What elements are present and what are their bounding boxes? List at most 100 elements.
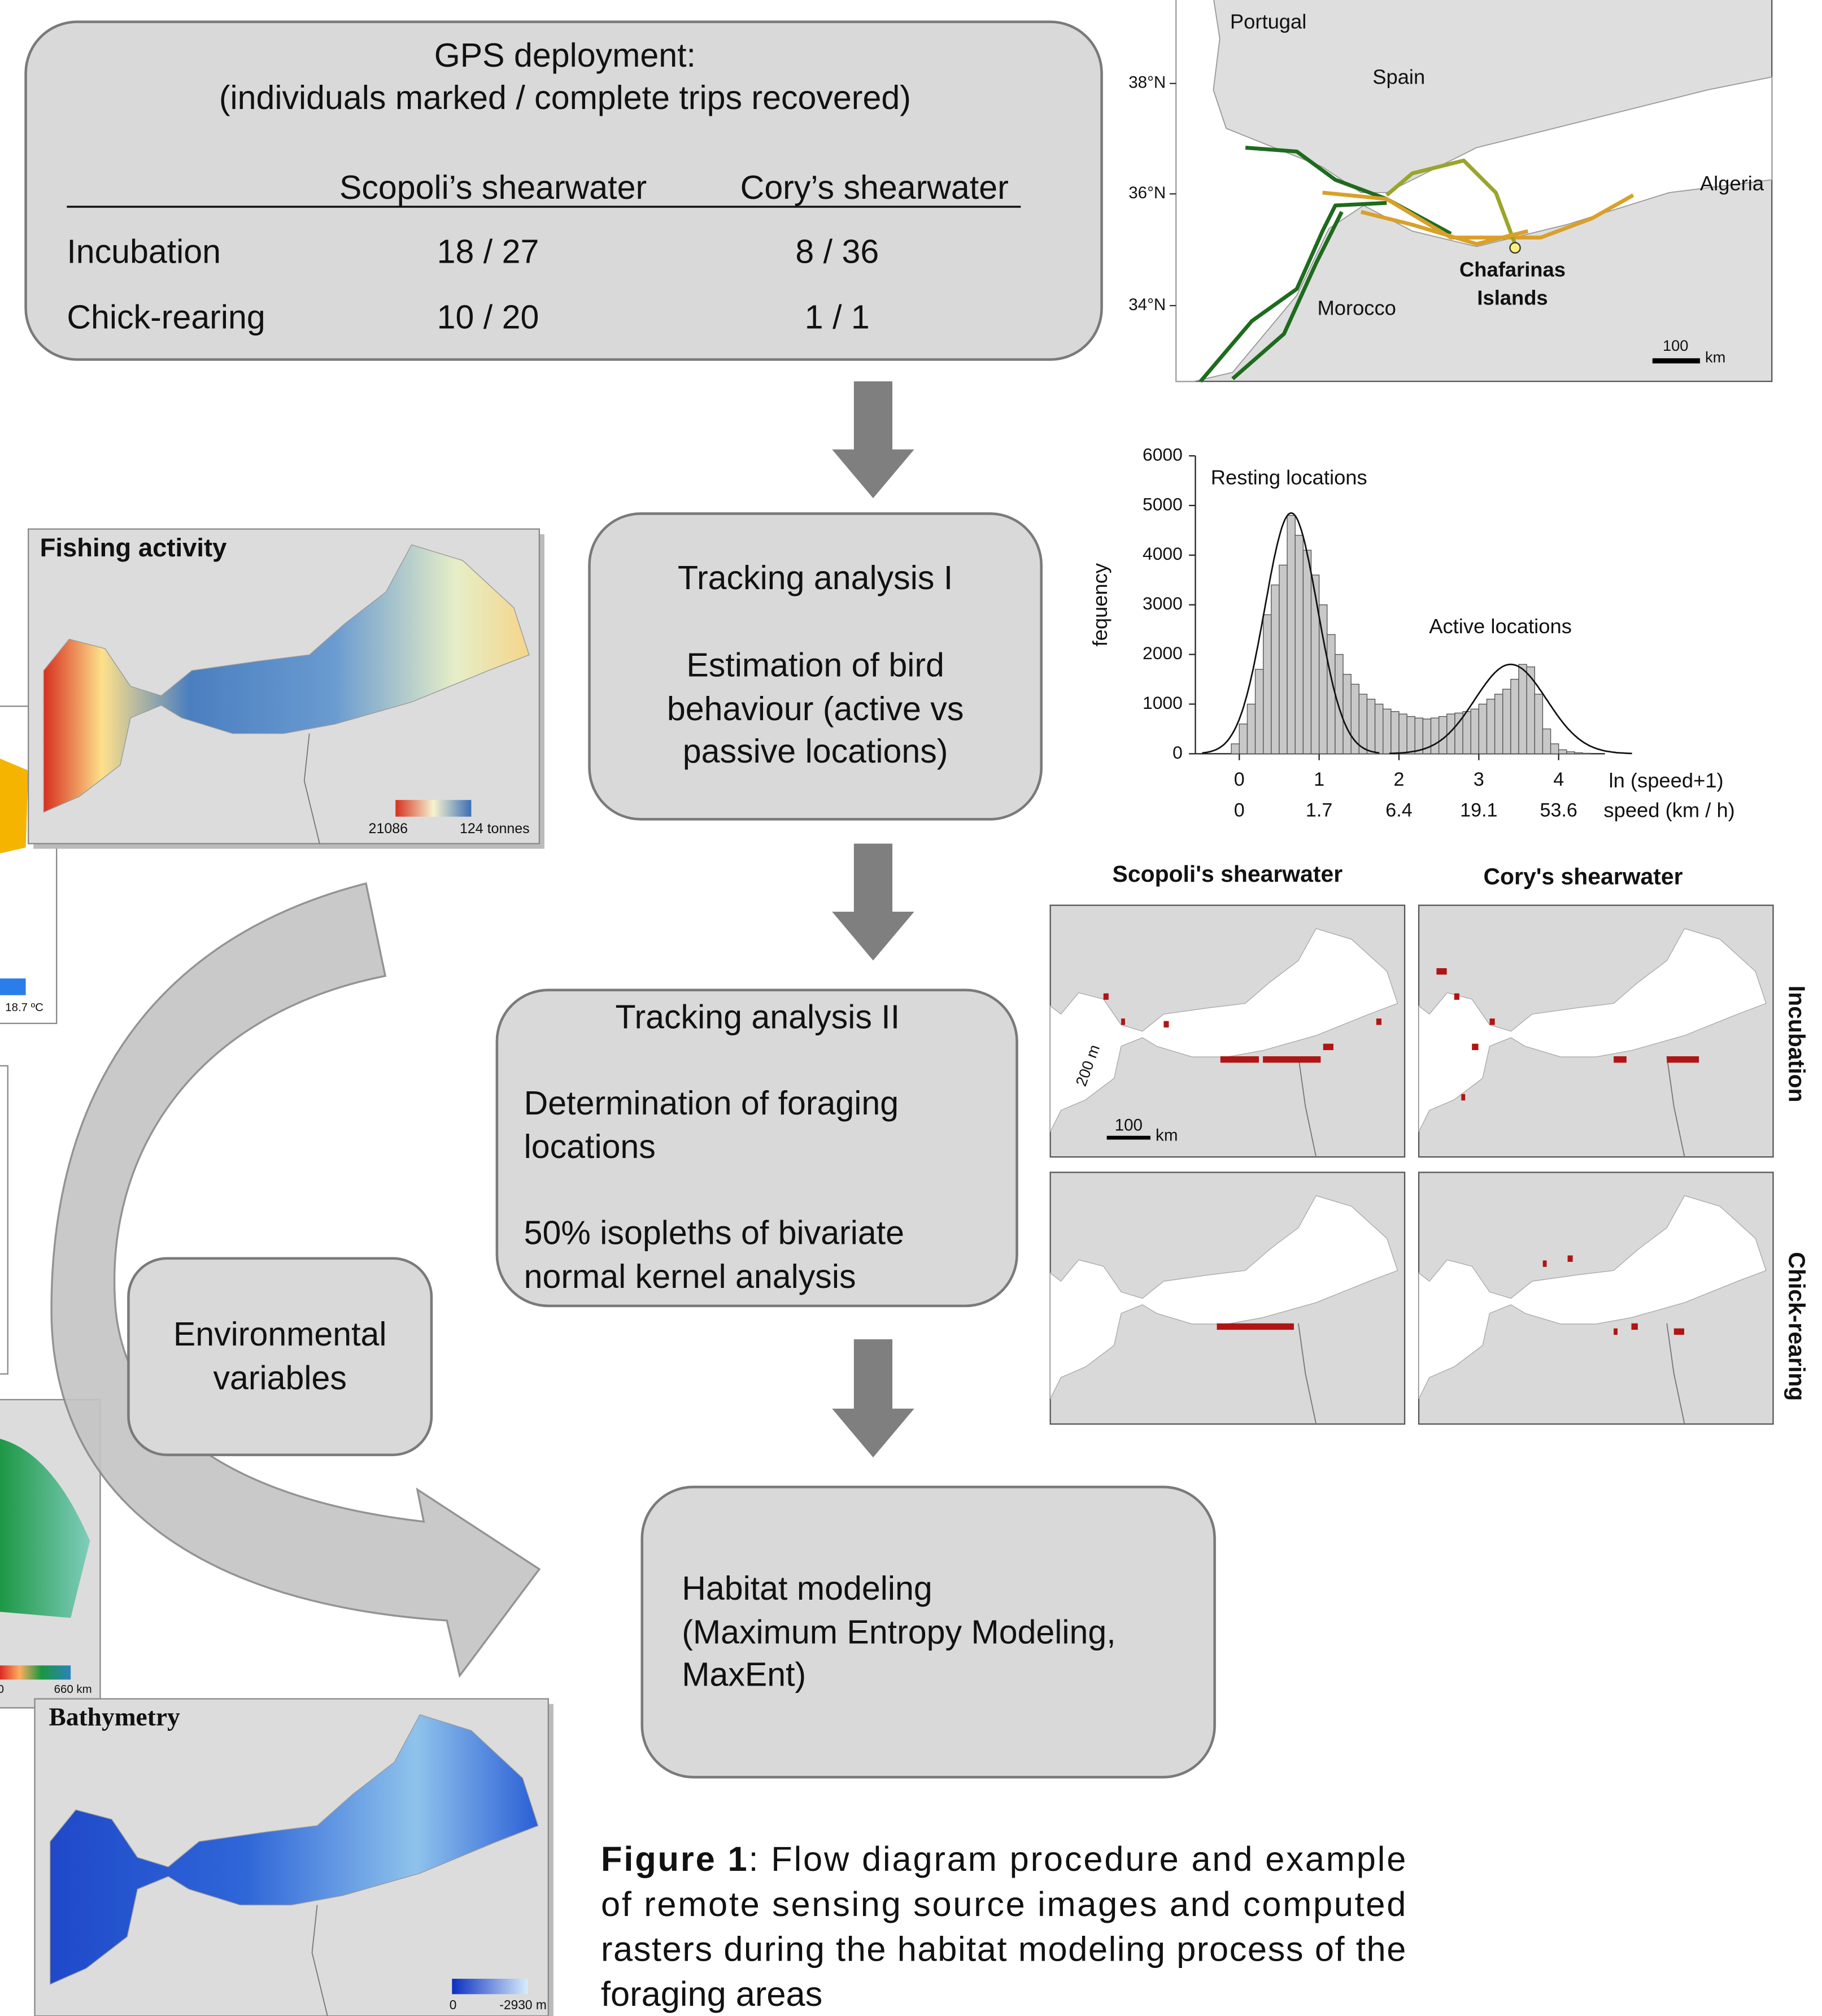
y-tick-label: 4000 bbox=[1143, 543, 1183, 564]
annotation: Active locations bbox=[1429, 615, 1572, 638]
place-label: Spain bbox=[1372, 65, 1425, 88]
histogram-bar bbox=[1279, 564, 1288, 755]
y-tick-label: 1000 bbox=[1143, 693, 1183, 713]
box-text: variables bbox=[213, 1358, 346, 1396]
table-cell: 18 / 27 bbox=[437, 233, 539, 271]
scale-label: 100 bbox=[1663, 337, 1688, 354]
histogram-bar bbox=[1310, 574, 1320, 755]
partial-map bbox=[0, 1065, 8, 1375]
sea bbox=[1049, 1195, 1398, 1399]
sea bbox=[43, 544, 530, 813]
box-text: Estimation of bird bbox=[686, 646, 944, 684]
histogram-bar bbox=[1391, 711, 1400, 755]
axis-label: speed (km / h) bbox=[1603, 798, 1734, 821]
environmental-box bbox=[127, 1257, 433, 1456]
histogram-bar bbox=[1558, 749, 1567, 755]
y-tick-label: 0 bbox=[1172, 742, 1183, 763]
histogram-bar bbox=[1574, 752, 1583, 755]
histogram-bar bbox=[1542, 728, 1551, 755]
foraging-area bbox=[1542, 1260, 1547, 1267]
column-header: Cory's shearwater bbox=[1484, 864, 1683, 890]
foraging-area bbox=[1323, 1043, 1333, 1051]
caption: rasters during the habitat modeling proc… bbox=[601, 1930, 1406, 1969]
histogram-bar bbox=[1254, 669, 1264, 755]
legend-label: 0 bbox=[0, 1683, 4, 1696]
flow-arrow bbox=[832, 843, 914, 961]
place-label: Islands bbox=[1477, 286, 1548, 309]
x-tick-label: 0 bbox=[1234, 769, 1245, 790]
y-tick-label: 3000 bbox=[1143, 593, 1183, 613]
foraging-area bbox=[1673, 1328, 1684, 1335]
scale-label: km bbox=[1705, 348, 1725, 365]
histogram-bar bbox=[1335, 654, 1344, 755]
box-text: Determination of foraging bbox=[524, 1084, 899, 1122]
speed-label: 1.7 bbox=[1306, 800, 1332, 821]
annotation: Resting locations bbox=[1211, 466, 1367, 489]
histogram-bar bbox=[1470, 708, 1480, 755]
legend-label: 21086 bbox=[369, 821, 408, 837]
histogram-bar bbox=[1398, 713, 1407, 755]
box-text: Environmental bbox=[173, 1315, 387, 1353]
histogram-bar bbox=[1294, 534, 1304, 755]
column-header: Cory’s shearwater bbox=[740, 168, 1009, 206]
place-label: Portugal bbox=[1230, 10, 1306, 33]
histogram-bar bbox=[1246, 703, 1256, 755]
place-label: Morocco bbox=[1317, 296, 1396, 319]
speed-label: 6.4 bbox=[1385, 800, 1412, 821]
box-text: passive locations) bbox=[683, 732, 948, 770]
legend-label: 0 bbox=[450, 1997, 457, 2012]
y-tick-label: 5000 bbox=[1143, 494, 1183, 514]
histogram-bar bbox=[1518, 664, 1527, 755]
box-text: Habitat modeling bbox=[682, 1569, 932, 1607]
border bbox=[1666, 1323, 1685, 1425]
track bbox=[1199, 201, 1387, 383]
foraging-area bbox=[1163, 1021, 1169, 1027]
foraging-area bbox=[1631, 1323, 1638, 1330]
foraging-area bbox=[1103, 993, 1109, 1000]
box-text: 50% isopleths of bivariate bbox=[524, 1213, 904, 1251]
lat-label: 36°N bbox=[1128, 184, 1166, 202]
track bbox=[1360, 210, 1529, 246]
histogram-bar bbox=[1462, 711, 1471, 755]
x-tick-label: 3 bbox=[1474, 769, 1484, 790]
speed-label: 19.1 bbox=[1460, 800, 1497, 821]
x-tick-label: 2 bbox=[1394, 769, 1405, 790]
sea bbox=[50, 1714, 539, 1985]
axis-label: ln (speed+1) bbox=[1609, 769, 1724, 792]
histogram-bar bbox=[1494, 694, 1503, 755]
distance-legend bbox=[0, 1665, 71, 1680]
track bbox=[1385, 158, 1517, 245]
histogram-bar bbox=[1239, 723, 1248, 755]
column-header: Scopoli’s shearwater bbox=[339, 168, 647, 206]
box-text: Tracking analysis II bbox=[616, 998, 900, 1036]
border bbox=[1297, 1056, 1317, 1157]
speed-label: 53.6 bbox=[1540, 800, 1577, 821]
row-header: Chick-rearing bbox=[1784, 1252, 1810, 1401]
place-label: Algeria bbox=[1700, 172, 1764, 195]
sea bbox=[1418, 1195, 1767, 1399]
foraging-area bbox=[1489, 1018, 1495, 1025]
caption: foraging areas bbox=[601, 1975, 822, 2014]
border bbox=[303, 733, 320, 844]
caption-text: : Flow diagram procedure and example bbox=[748, 1840, 1406, 1879]
habitat-box bbox=[640, 1486, 1216, 1779]
foraging-area bbox=[1614, 1328, 1618, 1335]
flow-arrow bbox=[832, 381, 914, 499]
box-title: GPS deployment: bbox=[434, 36, 696, 74]
histogram-bar bbox=[1327, 634, 1336, 755]
lat-label: 34°N bbox=[1128, 295, 1166, 314]
sst-raster bbox=[0, 759, 29, 854]
row-label: Chick-rearing bbox=[67, 298, 265, 336]
histogram-bar bbox=[1486, 699, 1496, 755]
caption: Figure 1: Flow diagram procedure and exa… bbox=[601, 1840, 1406, 1879]
histogram-bar bbox=[1550, 743, 1559, 755]
lat-label: 38°N bbox=[1128, 73, 1166, 92]
curved-arrow bbox=[50, 882, 541, 1678]
track-map-sea bbox=[1175, 0, 1773, 382]
box-text: normal kernel analysis bbox=[524, 1257, 856, 1295]
histogram-bar bbox=[1383, 708, 1392, 755]
sst-legend bbox=[0, 978, 26, 995]
foraging-area bbox=[1436, 968, 1447, 975]
histogram-bar bbox=[1271, 584, 1280, 755]
foraging-area bbox=[1567, 1255, 1573, 1262]
